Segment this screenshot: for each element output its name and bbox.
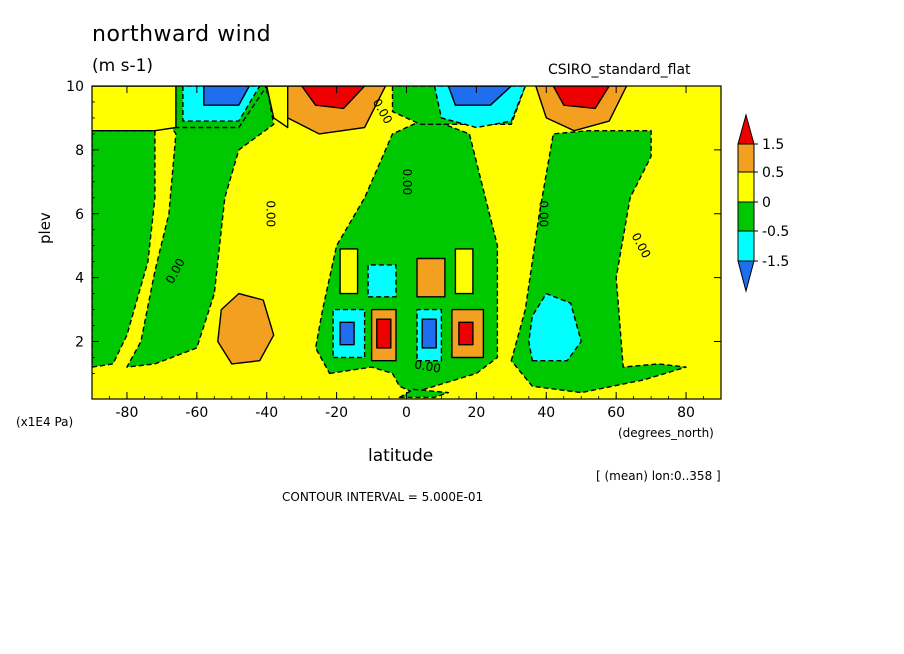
contour-region <box>203 86 251 106</box>
contour-label: 0.00 <box>400 168 414 195</box>
colorbar-swatch <box>737 113 755 145</box>
colorbar-label: 1.5 <box>762 137 784 153</box>
contour-region <box>535 86 628 132</box>
chart-units: (m s-1) <box>92 56 154 76</box>
contour-region <box>301 86 366 110</box>
contour-region <box>367 264 397 298</box>
contour-region <box>421 318 437 349</box>
contour-interval: CONTOUR INTERVAL = 5.000E-01 <box>282 490 484 504</box>
averaging-note: [ (mean) lon:0..358 ] <box>596 469 721 483</box>
x-tick-label: 20 <box>467 405 485 421</box>
contour-region <box>217 292 275 365</box>
chart-title: northward wind <box>92 22 272 47</box>
colorbar-swatch <box>737 143 755 173</box>
contour-region <box>266 86 289 129</box>
contour-region <box>376 318 392 349</box>
y-tick-label: 6 <box>75 207 84 223</box>
contour-label: 0.00 <box>264 200 278 227</box>
contour-region <box>447 86 512 106</box>
x-tick-label: -20 <box>325 405 348 421</box>
contour-region <box>454 248 474 295</box>
colorbar-swatch <box>737 201 755 232</box>
contour-region <box>398 388 450 399</box>
y-tick-label: 2 <box>75 335 84 351</box>
colorbar-swatch <box>737 171 755 203</box>
contour-region <box>458 321 474 346</box>
x-axis-unit: (degrees_north) <box>618 426 714 440</box>
colorbar-label: 0 <box>762 195 771 211</box>
x-tick-label: 60 <box>607 405 625 421</box>
colorbar-label: -1.5 <box>762 254 789 270</box>
colorbar-label: -0.5 <box>762 224 789 240</box>
contour-label: 0.00 <box>413 357 442 375</box>
contour-region <box>339 248 359 295</box>
colorbar-swatch <box>737 230 755 262</box>
y-tick-label: 10 <box>66 79 84 95</box>
contour-region <box>126 86 275 368</box>
contour-region <box>92 86 177 132</box>
y-axis-unit: (x1E4 Pa) <box>16 415 74 429</box>
contour-region <box>339 321 355 346</box>
x-tick-label: -40 <box>255 405 278 421</box>
x-tick-label: 0 <box>402 405 411 421</box>
contour-label: 0.00 <box>536 200 550 227</box>
contour-region <box>416 257 446 298</box>
x-tick-label: 40 <box>537 405 555 421</box>
y-tick-label: 4 <box>75 271 84 287</box>
contour-region <box>528 292 582 362</box>
x-tick-label: -60 <box>185 405 208 421</box>
colorbar-swatch <box>737 260 755 293</box>
model-name: CSIRO_standard_flat <box>548 62 691 78</box>
x-axis-label: latitude <box>368 446 434 466</box>
x-tick-label: -80 <box>116 405 139 421</box>
colorbar-label: 0.5 <box>762 165 784 181</box>
y-tick-label: 8 <box>75 143 84 159</box>
contour-region <box>552 86 610 110</box>
x-tick-label: 80 <box>677 405 695 421</box>
